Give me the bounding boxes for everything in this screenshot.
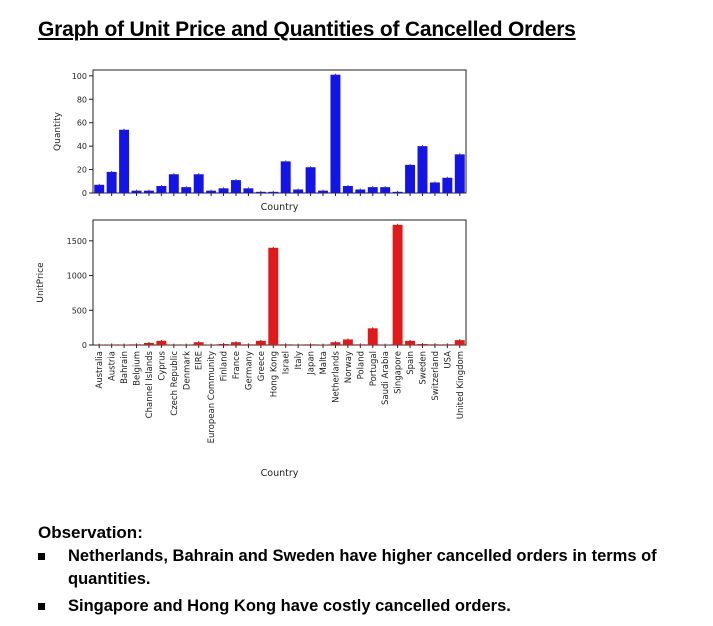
x-tick-label: Australia — [95, 351, 105, 389]
bar-finland — [218, 188, 229, 193]
observation-text: Netherlands, Bahrain and Sweden have hig… — [68, 547, 657, 588]
x-tick-label: Denmark — [182, 351, 192, 390]
charts-area: 0 20 40 60 80 100 Country Quantity 0 500 1000 1500 A… — [36, 69, 467, 479]
bar-united-kingdom — [454, 340, 465, 345]
x-tick-label: France — [232, 351, 242, 379]
observation-text: Singapore and Hong Kong have costly canc… — [68, 597, 511, 615]
y-tick-label: 100 — [72, 72, 87, 81]
bullet-square-icon — [38, 603, 45, 610]
x-tick-label: Singapore — [394, 351, 404, 394]
bar-channel-islands — [143, 342, 154, 345]
bar-spain — [405, 164, 416, 193]
x-tick-label: Cyprus — [157, 350, 167, 380]
x-tick-label: European Community — [207, 351, 217, 443]
bar-france — [231, 180, 241, 193]
bar-denmark — [181, 187, 192, 193]
bar-eire — [193, 174, 204, 193]
bar-belgium — [131, 190, 142, 193]
y-tick-label: 80 — [77, 95, 87, 104]
x-tick-label: Netherlands — [331, 350, 341, 402]
bar-portugal — [367, 187, 378, 193]
y-tick-label: 500 — [72, 306, 87, 315]
x-tick-label: United Kingdom — [456, 351, 466, 419]
bar-saudi-arabia — [380, 187, 391, 193]
bar-australia — [94, 184, 105, 193]
bar-netherlands — [330, 74, 341, 193]
y-tick-label: 1000 — [67, 272, 87, 281]
plot-frame — [92, 219, 467, 346]
x-tick-label: USA — [443, 351, 453, 369]
bar-switzerland — [429, 182, 440, 193]
bar-israel — [280, 161, 291, 193]
bar-poland — [355, 189, 366, 193]
bar-united-kingdom — [454, 154, 465, 193]
x-tick-label: Greece — [257, 351, 267, 381]
bar-cyprus — [156, 185, 167, 193]
page-title: Graph of Unit Price and Quantities of Ca… — [38, 18, 576, 41]
x-axis-label: Country — [261, 468, 299, 479]
bar-channel-islands — [143, 190, 154, 193]
chart-2: 0 500 1000 1500 Australia Austria Bahrain Belgi… — [36, 219, 467, 479]
bar-european-community — [206, 190, 217, 193]
x-tick-label: Czech Republic — [170, 351, 180, 416]
observation-item: Singapore and Hong Kong have costly canc… — [38, 595, 708, 618]
bar-usa — [442, 177, 453, 193]
bar-singapore — [392, 224, 403, 345]
x-tick-label: Hong Kong — [269, 351, 279, 397]
bar-eire — [193, 342, 204, 345]
bar-sweden — [417, 146, 428, 193]
bar-malta — [318, 190, 328, 193]
x-tick-label: Germany — [244, 351, 254, 390]
x-tick-label: Saudi Arabia — [381, 351, 391, 405]
observation-item: Netherlands, Bahrain and Sweden have hig… — [38, 545, 708, 591]
x-tick-label: EIRE — [195, 351, 205, 370]
bar-cyprus — [156, 340, 167, 345]
bar-germany — [243, 188, 254, 193]
observation-heading: Observation: — [38, 523, 143, 542]
y-axis-label: Quantity — [53, 111, 63, 151]
y-tick-label: 60 — [77, 119, 87, 128]
y-tick-label: 20 — [77, 166, 87, 175]
bar-spain — [405, 340, 416, 345]
plot-frame — [92, 69, 467, 194]
observation-list: Netherlands, Bahrain and Sweden have hig… — [38, 545, 708, 622]
x-tick-label: Portugal — [369, 351, 379, 386]
x-axis-label: Country — [261, 202, 299, 213]
bar-bahrain — [119, 129, 130, 193]
x-tick-label: Japan — [307, 351, 317, 376]
bar-netherlands — [330, 342, 341, 345]
bar-france — [231, 342, 241, 345]
bar-greece — [255, 340, 266, 345]
x-tick-label: Switzerland — [431, 351, 441, 401]
x-tick-label: Italy — [294, 351, 304, 369]
bullet-square-icon — [38, 553, 45, 560]
bar-norway — [342, 339, 353, 345]
bar-japan — [305, 167, 316, 193]
y-axis-label: UnitPrice — [36, 262, 46, 303]
y-tick-label: 0 — [82, 341, 87, 350]
y-tick-label: 0 — [82, 189, 87, 198]
x-tick-label: Norway — [344, 351, 354, 383]
x-tick-label: Finland — [220, 351, 230, 381]
x-tick-label: Spain — [406, 351, 416, 375]
bar-norway — [342, 185, 353, 193]
x-tick-label: Poland — [356, 351, 366, 379]
bar-italy — [293, 189, 304, 193]
x-tick-label: Austria — [108, 351, 118, 381]
bar-portugal — [367, 328, 378, 345]
bar-austria — [106, 171, 117, 193]
bar-hong-kong — [268, 247, 279, 345]
x-tick-label: Channel Islands — [145, 350, 155, 418]
x-tick-label: Belgium — [133, 351, 143, 386]
x-tick-label: Bahrain — [120, 351, 130, 384]
x-tick-label: Malta — [319, 351, 329, 374]
x-tick-label: Sweden — [418, 351, 428, 385]
x-tick-label: Israel — [282, 351, 292, 374]
bar-czech-republic — [168, 174, 179, 193]
y-tick-label: 40 — [77, 142, 87, 151]
y-tick-label: 1500 — [67, 237, 87, 246]
chart-1: 0 20 40 60 80 100 Country Quantity — [53, 69, 467, 213]
